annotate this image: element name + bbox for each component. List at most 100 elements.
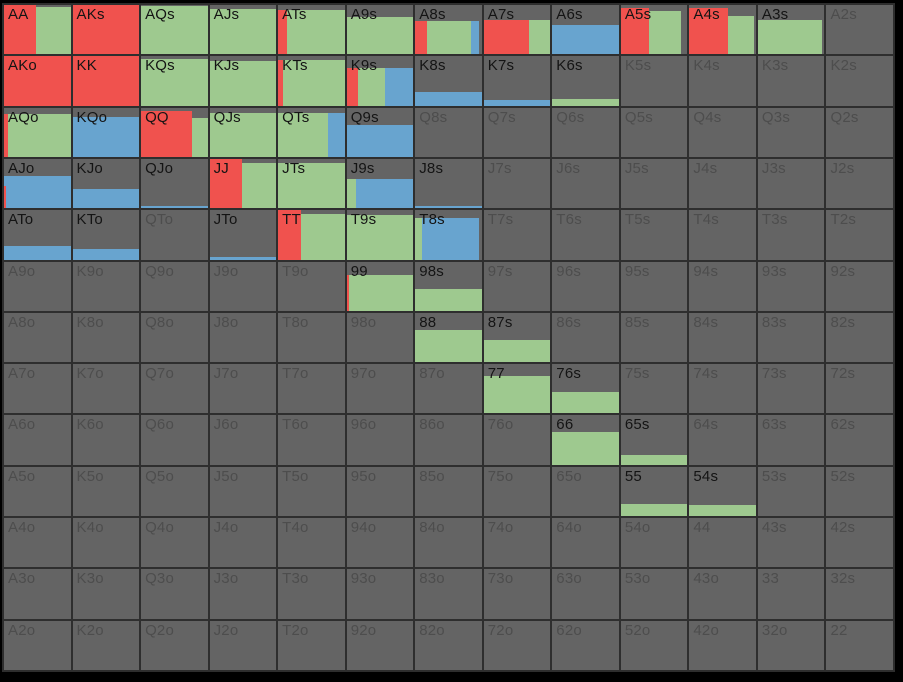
- cell-75o[interactable]: 75o: [483, 466, 551, 517]
- cell-88[interactable]: 88: [415, 312, 482, 363]
- cell-A2o[interactable]: A2o: [4, 620, 71, 670]
- cell-KTo[interactable]: KTo: [72, 210, 140, 260]
- cell-T9s[interactable]: T9s: [346, 210, 414, 260]
- cell-Q9o[interactable]: Q9o: [141, 261, 208, 311]
- cell-AJs[interactable]: AJs: [209, 5, 277, 55]
- cell-63s[interactable]: 63s: [757, 415, 825, 465]
- cell-75s[interactable]: 75s: [620, 364, 688, 414]
- cell-KJo[interactable]: KJo: [72, 158, 140, 209]
- cell-K3s[interactable]: K3s: [757, 56, 825, 106]
- cell-33[interactable]: 33: [757, 569, 825, 619]
- cell-97s[interactable]: 97s: [483, 261, 551, 311]
- cell-84s[interactable]: 84s: [689, 312, 756, 363]
- cell-74o[interactable]: 74o: [483, 518, 551, 568]
- cell-TT[interactable]: TT: [278, 210, 345, 260]
- cell-K5o[interactable]: K5o: [72, 466, 140, 517]
- cell-43s[interactable]: 43s: [757, 518, 825, 568]
- cell-52o[interactable]: 52o: [620, 620, 688, 670]
- cell-T5o[interactable]: T5o: [278, 466, 345, 517]
- cell-86s[interactable]: 86s: [552, 312, 619, 363]
- cell-83s[interactable]: 83s: [757, 312, 825, 363]
- cell-T6o[interactable]: T6o: [278, 415, 345, 465]
- cell-A9o[interactable]: A9o: [4, 261, 71, 311]
- cell-J9o[interactable]: J9o: [209, 261, 277, 311]
- cell-66[interactable]: 66: [552, 415, 619, 465]
- cell-72o[interactable]: 72o: [483, 620, 551, 670]
- cell-K3o[interactable]: K3o: [72, 569, 140, 619]
- cell-A9s[interactable]: A9s: [346, 5, 414, 55]
- cell-Q8s[interactable]: Q8s: [415, 107, 482, 157]
- cell-22[interactable]: 22: [826, 620, 893, 670]
- cell-A5s[interactable]: A5s: [620, 5, 688, 55]
- cell-55[interactable]: 55: [620, 466, 688, 517]
- cell-83o[interactable]: 83o: [415, 569, 482, 619]
- cell-97o[interactable]: 97o: [346, 364, 414, 414]
- cell-43o[interactable]: 43o: [689, 569, 756, 619]
- cell-A4s[interactable]: A4s: [689, 5, 756, 55]
- cell-98o[interactable]: 98o: [346, 312, 414, 363]
- cell-A3s[interactable]: A3s: [757, 5, 825, 55]
- cell-ATs[interactable]: ATs: [278, 5, 345, 55]
- cell-A3o[interactable]: A3o: [4, 569, 71, 619]
- cell-QTs[interactable]: QTs: [278, 107, 345, 157]
- cell-Q3s[interactable]: Q3s: [757, 107, 825, 157]
- cell-JTo[interactable]: JTo: [209, 210, 277, 260]
- cell-T7o[interactable]: T7o: [278, 364, 345, 414]
- cell-KJs[interactable]: KJs: [209, 56, 277, 106]
- cell-A5o[interactable]: A5o: [4, 466, 71, 517]
- cell-96o[interactable]: 96o: [346, 415, 414, 465]
- cell-T3o[interactable]: T3o: [278, 569, 345, 619]
- cell-AQs[interactable]: AQs: [141, 5, 208, 55]
- cell-63o[interactable]: 63o: [552, 569, 619, 619]
- cell-J2o[interactable]: J2o: [209, 620, 277, 670]
- cell-42s[interactable]: 42s: [826, 518, 893, 568]
- cell-Q7s[interactable]: Q7s: [483, 107, 551, 157]
- cell-T6s[interactable]: T6s: [552, 210, 619, 260]
- cell-65o[interactable]: 65o: [552, 466, 619, 517]
- cell-Q5o[interactable]: Q5o: [141, 466, 208, 517]
- cell-93o[interactable]: 93o: [346, 569, 414, 619]
- cell-93s[interactable]: 93s: [757, 261, 825, 311]
- cell-77[interactable]: 77: [483, 364, 551, 414]
- cell-K8o[interactable]: K8o: [72, 312, 140, 363]
- cell-K6s[interactable]: K6s: [552, 56, 619, 106]
- cell-KTs[interactable]: KTs: [278, 56, 345, 106]
- cell-J5o[interactable]: J5o: [209, 466, 277, 517]
- cell-AKo[interactable]: AKo: [4, 56, 71, 106]
- cell-Q2s[interactable]: Q2s: [826, 107, 893, 157]
- cell-K2s[interactable]: K2s: [826, 56, 893, 106]
- cell-94o[interactable]: 94o: [346, 518, 414, 568]
- cell-QQ[interactable]: QQ: [141, 107, 208, 157]
- cell-J5s[interactable]: J5s: [620, 158, 688, 209]
- cell-95s[interactable]: 95s: [620, 261, 688, 311]
- cell-73s[interactable]: 73s: [757, 364, 825, 414]
- cell-K2o[interactable]: K2o: [72, 620, 140, 670]
- cell-82o[interactable]: 82o: [415, 620, 482, 670]
- cell-KK[interactable]: KK: [72, 56, 140, 106]
- cell-52s[interactable]: 52s: [826, 466, 893, 517]
- cell-J4s[interactable]: J4s: [689, 158, 756, 209]
- cell-K4o[interactable]: K4o: [72, 518, 140, 568]
- cell-K4s[interactable]: K4s: [689, 56, 756, 106]
- cell-JJ[interactable]: JJ: [209, 158, 277, 209]
- cell-AQo[interactable]: AQo: [4, 107, 71, 157]
- cell-Q8o[interactable]: Q8o: [141, 312, 208, 363]
- cell-A4o[interactable]: A4o: [4, 518, 71, 568]
- cell-Q4s[interactable]: Q4s: [689, 107, 756, 157]
- cell-JTs[interactable]: JTs: [278, 158, 345, 209]
- cell-J4o[interactable]: J4o: [209, 518, 277, 568]
- cell-QJs[interactable]: QJs: [209, 107, 277, 157]
- cell-T2s[interactable]: T2s: [826, 210, 893, 260]
- cell-T5s[interactable]: T5s: [620, 210, 688, 260]
- cell-94s[interactable]: 94s: [689, 261, 756, 311]
- cell-54s[interactable]: 54s: [689, 466, 756, 517]
- cell-Q9s[interactable]: Q9s: [346, 107, 414, 157]
- cell-QTo[interactable]: QTo: [141, 210, 208, 260]
- cell-Q6o[interactable]: Q6o: [141, 415, 208, 465]
- cell-96s[interactable]: 96s: [552, 261, 619, 311]
- cell-A7s[interactable]: A7s: [483, 5, 551, 55]
- cell-42o[interactable]: 42o: [689, 620, 756, 670]
- cell-T3s[interactable]: T3s: [757, 210, 825, 260]
- cell-K9o[interactable]: K9o: [72, 261, 140, 311]
- cell-K6o[interactable]: K6o: [72, 415, 140, 465]
